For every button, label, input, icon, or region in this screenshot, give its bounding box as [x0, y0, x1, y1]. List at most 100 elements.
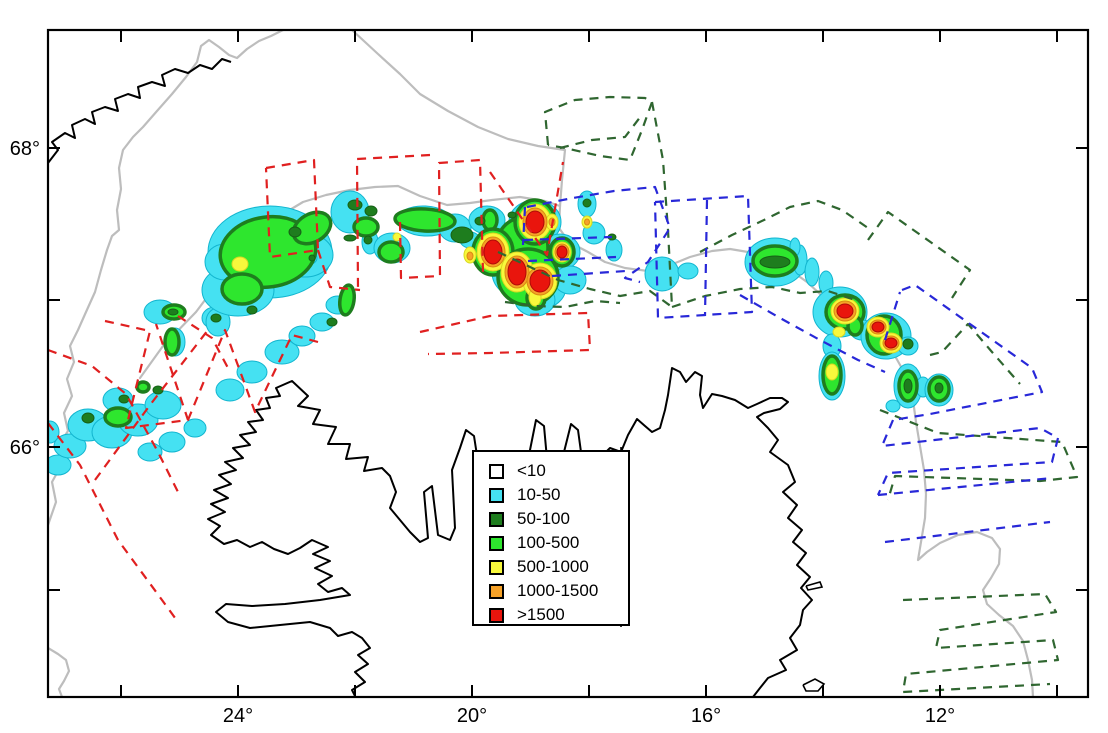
survey-track-red	[186, 328, 319, 421]
survey-track-green	[543, 95, 654, 162]
legend-color-swatch	[489, 535, 504, 551]
depth-contour	[48, 30, 285, 527]
density-patch-green	[103, 406, 133, 428]
density-patch-darkgreen	[474, 216, 486, 226]
density-patch-red	[871, 321, 885, 333]
map-frame	[46, 28, 1090, 699]
density-patch-cyan	[804, 257, 820, 287]
density-patch-cyan	[264, 339, 300, 365]
density-patch-cyan	[885, 399, 901, 413]
density-patch-darkgreen	[81, 412, 95, 424]
density-patch-red	[529, 269, 551, 293]
density-patch-yellow	[832, 326, 846, 338]
density-patch-green	[135, 380, 151, 394]
survey-track-blue	[876, 437, 1060, 496]
legend-item: 50-100	[474, 507, 628, 531]
density-patch-darkgreen	[903, 378, 913, 394]
survey-track-green	[867, 210, 972, 299]
legend-item-label: 500-1000	[517, 557, 589, 576]
density-patch-yellow	[231, 256, 249, 272]
survey-track-red	[48, 422, 179, 623]
density-patch-cyan	[236, 360, 268, 384]
density-patch-darkgreen	[934, 382, 944, 394]
coastline-detail	[805, 581, 824, 591]
survey-track-red	[177, 315, 229, 369]
x-axis-label: 20°	[457, 705, 487, 727]
survey-track-blue	[884, 520, 1051, 544]
density-patch-red	[483, 239, 503, 265]
survey-track-blue	[883, 291, 902, 341]
density-patch-darkgreen	[326, 317, 338, 327]
legend-color-swatch	[489, 607, 504, 623]
x-axis-label: 16°	[691, 705, 721, 727]
density-patch-green	[338, 283, 356, 317]
density-patch-red	[836, 303, 854, 319]
density-patch-darkgreen	[759, 255, 791, 269]
survey-track-blue	[703, 199, 709, 317]
density-patch-green	[377, 240, 405, 264]
density-patch-orange	[466, 251, 474, 261]
survey-track-green	[879, 408, 1079, 501]
survey-track-blue	[653, 194, 754, 320]
legend-item: 500-1000	[474, 555, 628, 579]
density-patch-darkgreen	[507, 211, 517, 219]
legend-item-label: 1000-1500	[517, 581, 599, 600]
density-patch-cyan	[158, 431, 186, 453]
density-patch-green	[163, 327, 181, 357]
legend-color-swatch	[489, 487, 504, 503]
legend-item-label: <10	[517, 461, 546, 480]
survey-track-blue	[739, 294, 886, 374]
density-patch-darkgreen	[363, 235, 373, 245]
density-patch-green	[220, 272, 264, 306]
survey-track-red	[264, 158, 320, 259]
density-patch-cyan	[677, 262, 699, 280]
density-patch-red	[507, 258, 527, 286]
density-patch-cyan	[137, 442, 163, 462]
survey-track-blue	[551, 269, 627, 278]
survey-track-blue	[526, 185, 672, 284]
survey-track-red	[489, 161, 565, 257]
survey-track-red	[398, 158, 485, 280]
density-patch-cyan	[183, 418, 207, 438]
depth-contour	[350, 30, 567, 208]
survey-track-green	[559, 115, 642, 150]
density-patch-darkgreen	[347, 199, 363, 211]
survey-track-green	[497, 251, 673, 308]
density-patch-darkgreen	[167, 308, 179, 316]
legend-item: 10-50	[474, 483, 628, 507]
density-patch-yellow	[825, 363, 839, 381]
survey-track-green	[901, 592, 1060, 694]
density-patch-cyan	[288, 325, 316, 347]
density-patch-darkgreen	[902, 338, 914, 350]
density-patch-darkgreen	[246, 305, 258, 315]
survey-track-blue	[880, 419, 1059, 448]
y-axis-label: 68°	[10, 138, 40, 160]
coastline-detail	[802, 678, 826, 692]
legend-item-label: 50-100	[517, 509, 570, 528]
legend-item: <10	[474, 459, 628, 483]
x-axis-label: 12°	[925, 705, 955, 727]
survey-track-green	[929, 322, 1021, 385]
density-patch-orange	[584, 218, 590, 226]
legend-color-swatch	[489, 583, 504, 599]
survey-track-green	[504, 299, 621, 309]
legend-item-label: >1500	[517, 605, 565, 624]
survey-track-blue	[521, 206, 527, 246]
density-patch-red	[525, 210, 545, 234]
legend-item-label: 10-50	[517, 485, 561, 504]
legend-item: 1000-1500	[474, 579, 628, 603]
survey-track-red	[419, 311, 592, 356]
density-patch-cyan	[215, 378, 245, 402]
density-patch-darkgreen	[152, 385, 164, 395]
density-patch-darkgreen	[450, 226, 474, 244]
greenland-coastline	[48, 58, 232, 164]
legend-color-swatch	[489, 511, 504, 527]
legend-item-label: 100-500	[517, 533, 580, 552]
density-patch-red	[884, 337, 898, 349]
y-axis-label: 66°	[10, 437, 40, 459]
survey-track-green	[699, 199, 869, 253]
density-patch-darkgreen	[364, 205, 378, 217]
survey-track-red	[316, 249, 361, 292]
density-patch-cyan	[644, 256, 680, 292]
